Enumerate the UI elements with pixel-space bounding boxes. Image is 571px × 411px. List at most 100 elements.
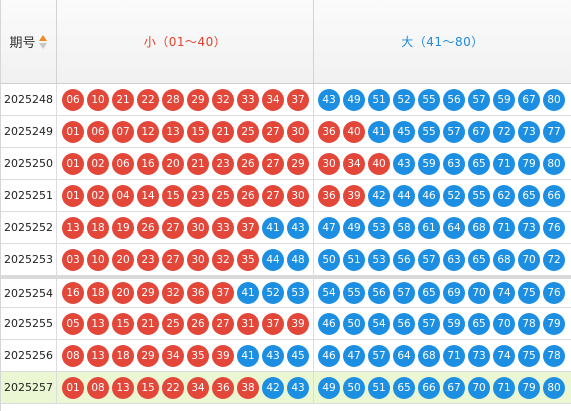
big-number-ball: 72 bbox=[493, 120, 515, 143]
small-number-ball: 22 bbox=[162, 376, 184, 399]
small-number-ball: 34 bbox=[343, 152, 365, 175]
big-number-ball: 46 bbox=[318, 344, 340, 367]
small-number-ball: 30 bbox=[187, 248, 209, 271]
big-number-ball: 68 bbox=[468, 216, 490, 239]
small-number-ball: 01 bbox=[62, 184, 84, 207]
big-number-ball: 43 bbox=[393, 152, 415, 175]
big-number-ball: 73 bbox=[518, 216, 540, 239]
small-number-ball: 38 bbox=[237, 376, 259, 399]
table-row: 2025250 01 02 06 16 20 21 23 26 27 29 30 34 40 43 59 63 6… bbox=[1, 148, 571, 180]
small-number-ball: 30 bbox=[187, 216, 209, 239]
big-number-ball: 63 bbox=[443, 248, 465, 271]
period-header-label: 期号 bbox=[9, 36, 36, 51]
big-number-ball: 66 bbox=[418, 376, 440, 399]
small-number-ball: 25 bbox=[212, 184, 234, 207]
big-number-ball: 70 bbox=[468, 376, 490, 399]
big-number-ball: 64 bbox=[393, 344, 415, 367]
small-number-ball: 13 bbox=[87, 344, 109, 367]
small-number-ball: 13 bbox=[87, 312, 109, 335]
small-number-ball: 33 bbox=[212, 216, 234, 239]
period-column-header[interactable]: 期号 bbox=[1, 0, 57, 83]
table-row: 2025254 16 18 20 29 32 36 37 41 52 53 54 55 56 57 65 69 7… bbox=[1, 276, 571, 308]
big-number-ball: 74 bbox=[493, 282, 515, 304]
small-number-ball: 06 bbox=[62, 88, 84, 111]
big-number-ball: 70 bbox=[518, 248, 540, 271]
big-number-ball: 71 bbox=[493, 152, 515, 175]
small-number-ball: 03 bbox=[62, 248, 84, 271]
small-number-ball: 14 bbox=[137, 184, 159, 207]
small-number-ball: 20 bbox=[162, 152, 184, 175]
big-numbers-cell: 36 39 42 44 46 52 55 62 65 66 bbox=[314, 180, 571, 211]
big-number-ball: 49 bbox=[343, 88, 365, 111]
table-header: 期号 小（01～40） 大（41～80） bbox=[1, 0, 571, 84]
small-number-ball: 19 bbox=[112, 216, 134, 239]
small-number-ball: 21 bbox=[137, 312, 159, 335]
small-number-ball: 30 bbox=[287, 184, 309, 207]
big-number-ball: 75 bbox=[518, 282, 540, 304]
small-numbers-cell: 01 02 04 14 15 23 25 26 27 30 bbox=[57, 180, 314, 211]
small-numbers-cell: 01 08 13 15 22 34 36 38 42 43 bbox=[57, 372, 314, 403]
big-numbers-cell: 46 50 54 56 57 59 65 70 78 79 bbox=[314, 308, 571, 339]
big-number-ball: 47 bbox=[343, 344, 365, 367]
big-number-ball: 61 bbox=[418, 216, 440, 239]
table-row: 2025253 03 10 20 23 27 30 32 35 44 48 50 51 53 56 57 63 6… bbox=[1, 244, 571, 276]
small-numbers-cell: 16 18 20 29 32 36 37 41 52 53 bbox=[57, 279, 314, 307]
small-number-ball: 21 bbox=[212, 120, 234, 143]
small-number-ball: 13 bbox=[62, 216, 84, 239]
small-number-ball: 27 bbox=[262, 120, 284, 143]
small-number-ball: 18 bbox=[87, 282, 109, 304]
table-row: 2025248 06 10 21 22 28 29 32 33 34 37 43 49 51 52 55 56 5… bbox=[1, 84, 571, 116]
big-number-ball: 67 bbox=[518, 88, 540, 111]
small-number-ball: 12 bbox=[137, 120, 159, 143]
small-number-ball: 18 bbox=[87, 216, 109, 239]
big-numbers-cell: 54 55 56 57 65 69 70 74 75 76 bbox=[314, 279, 571, 307]
small-number-ball: 29 bbox=[287, 152, 309, 175]
small-number-ball: 29 bbox=[137, 344, 159, 367]
small-number-ball: 39 bbox=[343, 184, 365, 207]
big-number-ball: 50 bbox=[343, 376, 365, 399]
small-number-ball: 27 bbox=[262, 152, 284, 175]
period-cell: 2025248 bbox=[1, 84, 57, 115]
big-number-ball: 65 bbox=[468, 152, 490, 175]
big-number-ball: 73 bbox=[518, 120, 540, 143]
big-number-ball: 43 bbox=[262, 344, 284, 367]
big-number-ball: 79 bbox=[518, 152, 540, 175]
big-number-ball: 65 bbox=[468, 248, 490, 271]
small-number-ball: 30 bbox=[318, 152, 340, 175]
big-range-header: 大（41～80） bbox=[401, 35, 484, 49]
big-number-ball: 57 bbox=[418, 312, 440, 335]
small-number-ball: 37 bbox=[237, 216, 259, 239]
big-number-ball: 43 bbox=[287, 216, 309, 239]
small-number-ball: 01 bbox=[62, 120, 84, 143]
small-number-ball: 32 bbox=[212, 248, 234, 271]
small-numbers-cell: 13 18 19 26 27 30 33 37 41 43 bbox=[57, 212, 314, 243]
big-number-ball: 66 bbox=[543, 184, 565, 207]
small-number-ball: 06 bbox=[87, 120, 109, 143]
big-number-ball: 71 bbox=[493, 376, 515, 399]
big-number-ball: 51 bbox=[368, 88, 390, 111]
small-number-ball: 26 bbox=[237, 152, 259, 175]
big-number-ball: 43 bbox=[287, 376, 309, 399]
big-numbers-cell: 49 50 51 65 66 67 70 71 79 80 bbox=[314, 372, 571, 403]
small-number-ball: 37 bbox=[212, 282, 234, 304]
big-number-ball: 59 bbox=[443, 312, 465, 335]
big-number-ball: 68 bbox=[418, 344, 440, 367]
small-number-ball: 13 bbox=[112, 376, 134, 399]
table-row: 2025252 13 18 19 26 27 30 33 37 41 43 47 49 53 58 61 64 6… bbox=[1, 212, 571, 244]
small-number-ball: 40 bbox=[368, 152, 390, 175]
sort-icon[interactable] bbox=[38, 34, 48, 49]
big-number-ball: 41 bbox=[368, 120, 390, 143]
big-number-ball: 43 bbox=[318, 88, 340, 111]
big-number-ball: 80 bbox=[543, 376, 565, 399]
big-number-ball: 79 bbox=[518, 376, 540, 399]
big-number-ball: 42 bbox=[262, 376, 284, 399]
period-cell: 2025254 bbox=[1, 279, 57, 307]
big-number-ball: 55 bbox=[418, 120, 440, 143]
big-number-ball: 71 bbox=[443, 344, 465, 367]
big-number-ball: 65 bbox=[518, 184, 540, 207]
small-number-ball: 18 bbox=[112, 344, 134, 367]
small-number-ball: 36 bbox=[318, 120, 340, 143]
small-numbers-cell: 06 10 21 22 28 29 32 33 34 37 bbox=[57, 84, 314, 115]
big-numbers-cell: 30 34 40 43 59 63 65 71 79 80 bbox=[314, 148, 571, 179]
big-number-ball: 80 bbox=[543, 88, 565, 111]
